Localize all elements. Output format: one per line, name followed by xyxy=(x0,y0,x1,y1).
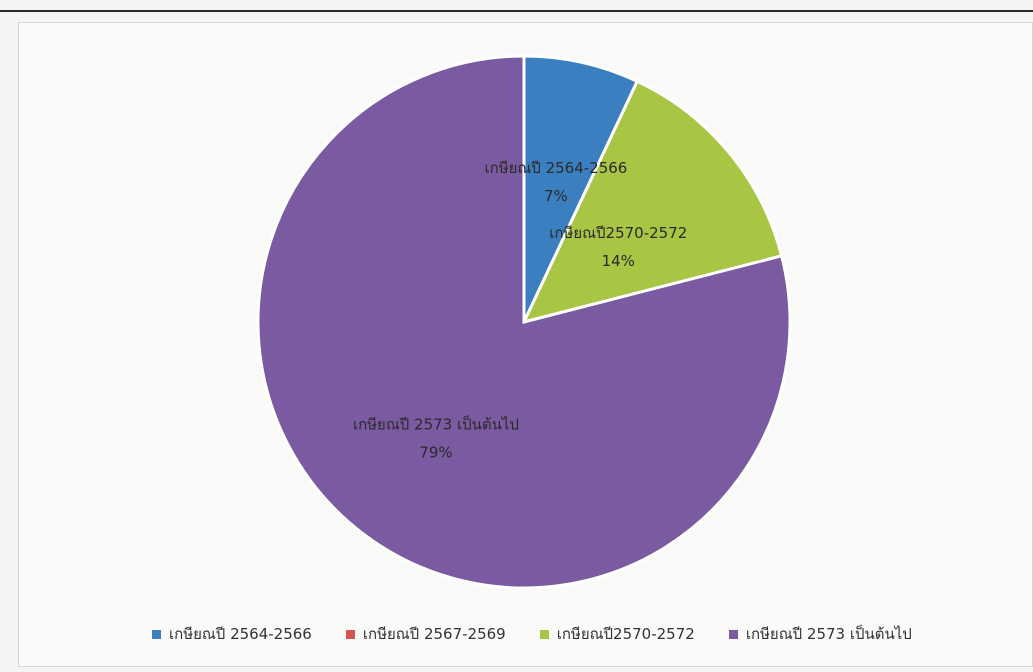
legend-item-2564-2566: เกษียณปี 2564-2566 xyxy=(152,622,312,646)
slice-label-2564-2566: เกษียณปี 2564-2566 xyxy=(484,159,627,177)
legend-label-2570-2572: เกษียณปี2570-2572 xyxy=(556,625,695,643)
legend-label-2564-2566: เกษียณปี 2564-2566 xyxy=(169,625,312,643)
pie-slice-2564-2566 xyxy=(522,54,640,323)
legend-swatch-2573-onward xyxy=(728,629,738,639)
top-divider xyxy=(0,10,1033,12)
legend: เกษียณปี 2564-2566 เกษียณปี 2567-2569 เก… xyxy=(152,622,912,646)
pie-slice-2570-2572 xyxy=(521,79,784,325)
pie-labels: เกษียณปี 2564-2566 7% เกษียณปี2570-2572 14%… xyxy=(353,159,687,461)
legend-swatch-2564-2566 xyxy=(152,629,161,639)
pie-slices xyxy=(256,54,792,590)
slice-label-2573-onward: เกษียณปี 2573 เป็นต้นไป xyxy=(353,414,519,433)
slice-percent-2564-2566: 7% xyxy=(544,187,568,205)
legend-label-2567-2569: เกษียณปี 2567-2569 xyxy=(362,625,506,643)
slice-label-2570-2572: เกษียณปี2570-2572 xyxy=(549,224,687,242)
legend-label-2573-onward: เกษียณปี 2573 เป็นต้นไป xyxy=(745,625,912,643)
slice-percent-2573-onward: 79% xyxy=(419,443,452,461)
legend-swatch-2567-2569 xyxy=(345,629,355,639)
legend-item-2567-2569: เกษียณปี 2567-2569 xyxy=(345,622,506,646)
legend-item-2570-2572: เกษียณปี2570-2572 xyxy=(539,622,695,646)
legend-swatch-2570-2572 xyxy=(539,629,549,639)
pie-slice-2573-onward xyxy=(256,54,792,590)
legend-item-2573-onward: เกษียณปี 2573 เป็นต้นไป xyxy=(728,622,912,646)
slice-percent-2570-2572: 14% xyxy=(602,252,635,270)
